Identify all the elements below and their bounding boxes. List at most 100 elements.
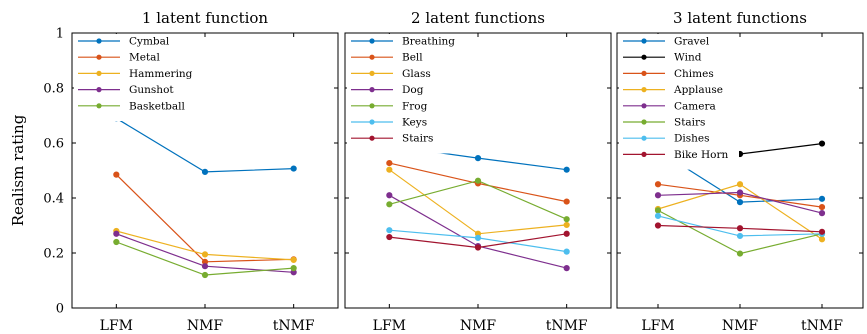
x-tick-label: NMF	[187, 318, 224, 334]
legend-marker	[641, 87, 647, 93]
chart-panel-3: 3 latent functions LFM NMF tNMF Gravel Wind Ch…	[616, 9, 864, 334]
x-tick-label: tNMF	[801, 318, 843, 334]
legend-label: Hammering	[129, 68, 193, 80]
data-point	[386, 192, 393, 199]
data-point	[386, 201, 393, 208]
legend-marker	[96, 54, 102, 60]
legend-label: Bell	[402, 52, 423, 64]
y-tick-label: 0.6	[43, 137, 64, 152]
data-point	[563, 248, 570, 255]
data-point	[736, 250, 744, 257]
data-point	[474, 155, 482, 162]
chart-title: 2 latent functions	[411, 9, 545, 27]
legend-marker	[369, 54, 375, 60]
legend-box	[74, 34, 194, 121]
x-tick-label: LFM	[641, 318, 674, 334]
data-point	[474, 244, 482, 251]
y-tick-label: 1	[56, 27, 64, 42]
x-tick-label: tNMF	[273, 318, 315, 334]
legend-label: Bike Horn	[674, 149, 728, 161]
legend-label: Cymbal	[129, 36, 170, 48]
legend-label: Wind	[674, 52, 702, 64]
series-glass	[386, 166, 570, 237]
legend-label: Basketball	[129, 100, 186, 112]
data-point	[818, 203, 826, 211]
series-line	[115, 117, 294, 173]
x-tick-label: LFM	[373, 318, 406, 334]
data-point	[563, 166, 570, 173]
legend-label: Frog	[402, 100, 428, 112]
legend: Gravel Wind Chimes Applause Camera Stairs Dish…	[619, 34, 739, 170]
y-tick-label: 0	[56, 302, 64, 317]
series-basketball	[113, 238, 297, 279]
data-point	[654, 207, 662, 214]
series-dishes	[654, 212, 826, 240]
legend: Breathing Bell Glass Dog Frog Keys Stairs	[347, 34, 467, 154]
series-cymbal	[113, 115, 297, 175]
data-point	[386, 233, 393, 241]
legend-marker	[641, 151, 647, 157]
data-point	[201, 271, 209, 279]
legend-marker	[641, 119, 647, 125]
legend: Cymbal Metal Hammering Gunshot Basketball	[74, 34, 194, 121]
data-point	[290, 165, 297, 172]
y-axis-label: Realism rating	[9, 114, 27, 226]
data-point	[474, 234, 482, 241]
legend-label: Stairs	[402, 133, 433, 145]
legend-label: Dog	[402, 84, 424, 96]
legend-marker	[641, 54, 647, 60]
chart-title: 3 latent functions	[673, 9, 807, 27]
legend-label: Metal	[129, 52, 160, 64]
data-point	[818, 195, 826, 202]
data-point	[563, 216, 570, 223]
x-tick-label: tNMF	[546, 318, 588, 334]
series-line	[115, 174, 294, 263]
data-point	[201, 251, 209, 258]
legend-label: Dishes	[674, 133, 710, 145]
legend-label: Applause	[673, 84, 723, 96]
legend-marker	[96, 38, 102, 44]
data-point	[654, 181, 662, 188]
legend-marker	[641, 70, 647, 76]
data-point	[736, 199, 744, 206]
data-point	[290, 265, 297, 272]
data-point	[818, 140, 826, 147]
series-keys	[386, 227, 570, 255]
series-metal	[113, 171, 297, 265]
legend-marker	[641, 103, 647, 109]
legend-box	[347, 34, 467, 154]
data-point	[113, 230, 120, 237]
data-point	[563, 221, 570, 229]
legend-label: Breathing	[402, 36, 455, 48]
legend-label: Stairs	[674, 117, 705, 129]
series-stairs	[654, 207, 826, 257]
x-tick-label: LFM	[100, 318, 133, 334]
y-tick-label: 0.2	[43, 247, 64, 262]
data-point	[818, 228, 826, 235]
data-point	[386, 159, 393, 167]
data-point	[736, 189, 744, 196]
legend-label: Chimes	[674, 68, 714, 80]
series-line	[657, 209, 823, 255]
data-point	[113, 238, 120, 246]
legend-label: Glass	[402, 68, 431, 80]
series-hammering	[113, 227, 297, 263]
data-point	[654, 222, 662, 229]
chart-title: 1 latent function	[142, 9, 269, 27]
legend-marker	[369, 70, 375, 76]
legend-marker	[96, 70, 102, 76]
legend-marker	[96, 87, 102, 93]
data-point	[386, 166, 393, 173]
x-tick-label: NMF	[722, 318, 759, 334]
legend-marker	[96, 103, 102, 109]
legend-marker	[641, 135, 647, 141]
legend-marker	[369, 103, 375, 109]
series-camera	[654, 189, 826, 217]
y-tick-label: 0.4	[43, 192, 64, 207]
data-point	[290, 256, 297, 263]
data-point	[654, 192, 662, 199]
data-point	[736, 232, 744, 240]
legend-label: Gravel	[674, 36, 710, 48]
legend-marker	[369, 119, 375, 125]
